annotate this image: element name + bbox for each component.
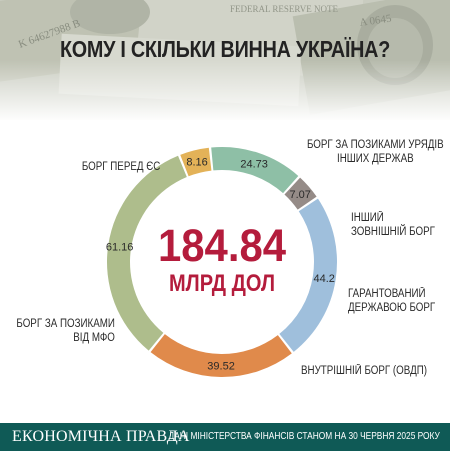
donut-slice-ext <box>211 147 299 194</box>
donut-slice-domestic <box>279 198 338 352</box>
donut-slice-guar <box>284 177 317 210</box>
label-domestic: ВНУТРІШНІЙ БОРГ (ОВДП) <box>301 364 427 378</box>
svg-text:A 0645: A 0645 <box>359 13 393 29</box>
label-guar-line2: ДЕРЖАВОЮ БОРГ <box>348 302 436 314</box>
label-ifi-line1: БОРГ ЗА ПОЗИКАМИ <box>16 318 115 330</box>
page-title: КОМУ І СКІЛЬКИ ВИННА УКРАЇНА? <box>59 36 391 62</box>
donut-slices <box>107 147 338 378</box>
donut-value-labels: 61.16 8.16 24.73 7.07 44.2 39.52 <box>106 157 335 373</box>
label-eu: БОРГ ПЕРЕД ЄС <box>82 160 160 174</box>
label-guar-line1: ГАРАНТОВАНИЙ <box>348 288 426 300</box>
label-ext: ІНШИЙ ЗОВНІШНІЙ БОРГ <box>351 211 435 239</box>
label-domestic-text: ВНУТРІШНІЙ БОРГ (ОВДП) <box>301 365 427 377</box>
value-label-gov: 8.16 <box>186 157 207 169</box>
label-ifi-line2: ВІД МФО <box>73 332 115 344</box>
total-value: 184.84 <box>158 220 286 271</box>
label-ext-line2: ЗОВНІШНІЙ БОРГ <box>351 226 435 238</box>
label-gov: БОРГ ЗА ПОЗИКАМИ УРЯДІВ ІНШИХ ДЕРЖАВ <box>307 138 444 166</box>
brand-logo: ЕКОНОМІЧНА ПРАВДА <box>12 428 190 445</box>
total-unit: МЛРД ДОЛ <box>169 270 275 297</box>
value-label-eu: 61.16 <box>106 242 134 254</box>
donut-slice-gov <box>180 147 212 177</box>
donut-slice-ifi <box>150 334 292 378</box>
source-note: ДАНІ МІНІСТЕРСТВА ФІНАНСІВ СТАНОМ НА 30 … <box>168 431 440 442</box>
footer-bar: ЕКОНОМІЧНА ПРАВДА ДАНІ МІНІСТЕРСТВА ФІНА… <box>0 423 450 451</box>
donut-slice-eu <box>107 155 187 351</box>
label-gov-line2: ІНШИХ ДЕРЖАВ <box>337 153 414 165</box>
value-label-guar: 7.07 <box>289 189 310 201</box>
label-eu-text: БОРГ ПЕРЕД ЄС <box>81 161 160 173</box>
value-label-ifi: 39.52 <box>207 360 235 372</box>
label-gov-line1: БОРГ ЗА ПОЗИКАМИ УРЯДІВ <box>307 139 444 151</box>
label-guar: ГАРАНТОВАНИЙ ДЕРЖАВОЮ БОРГ <box>348 287 435 315</box>
label-ifi: БОРГ ЗА ПОЗИКАМИ ВІД МФО <box>16 317 115 345</box>
svg-text:FEDERAL RESERVE NOTE: FEDERAL RESERVE NOTE <box>230 4 338 14</box>
value-label-ext: 24.73 <box>240 159 268 171</box>
value-label-domestic: 44.2 <box>314 273 335 285</box>
label-ext-line1: ІНШИЙ <box>351 212 384 224</box>
